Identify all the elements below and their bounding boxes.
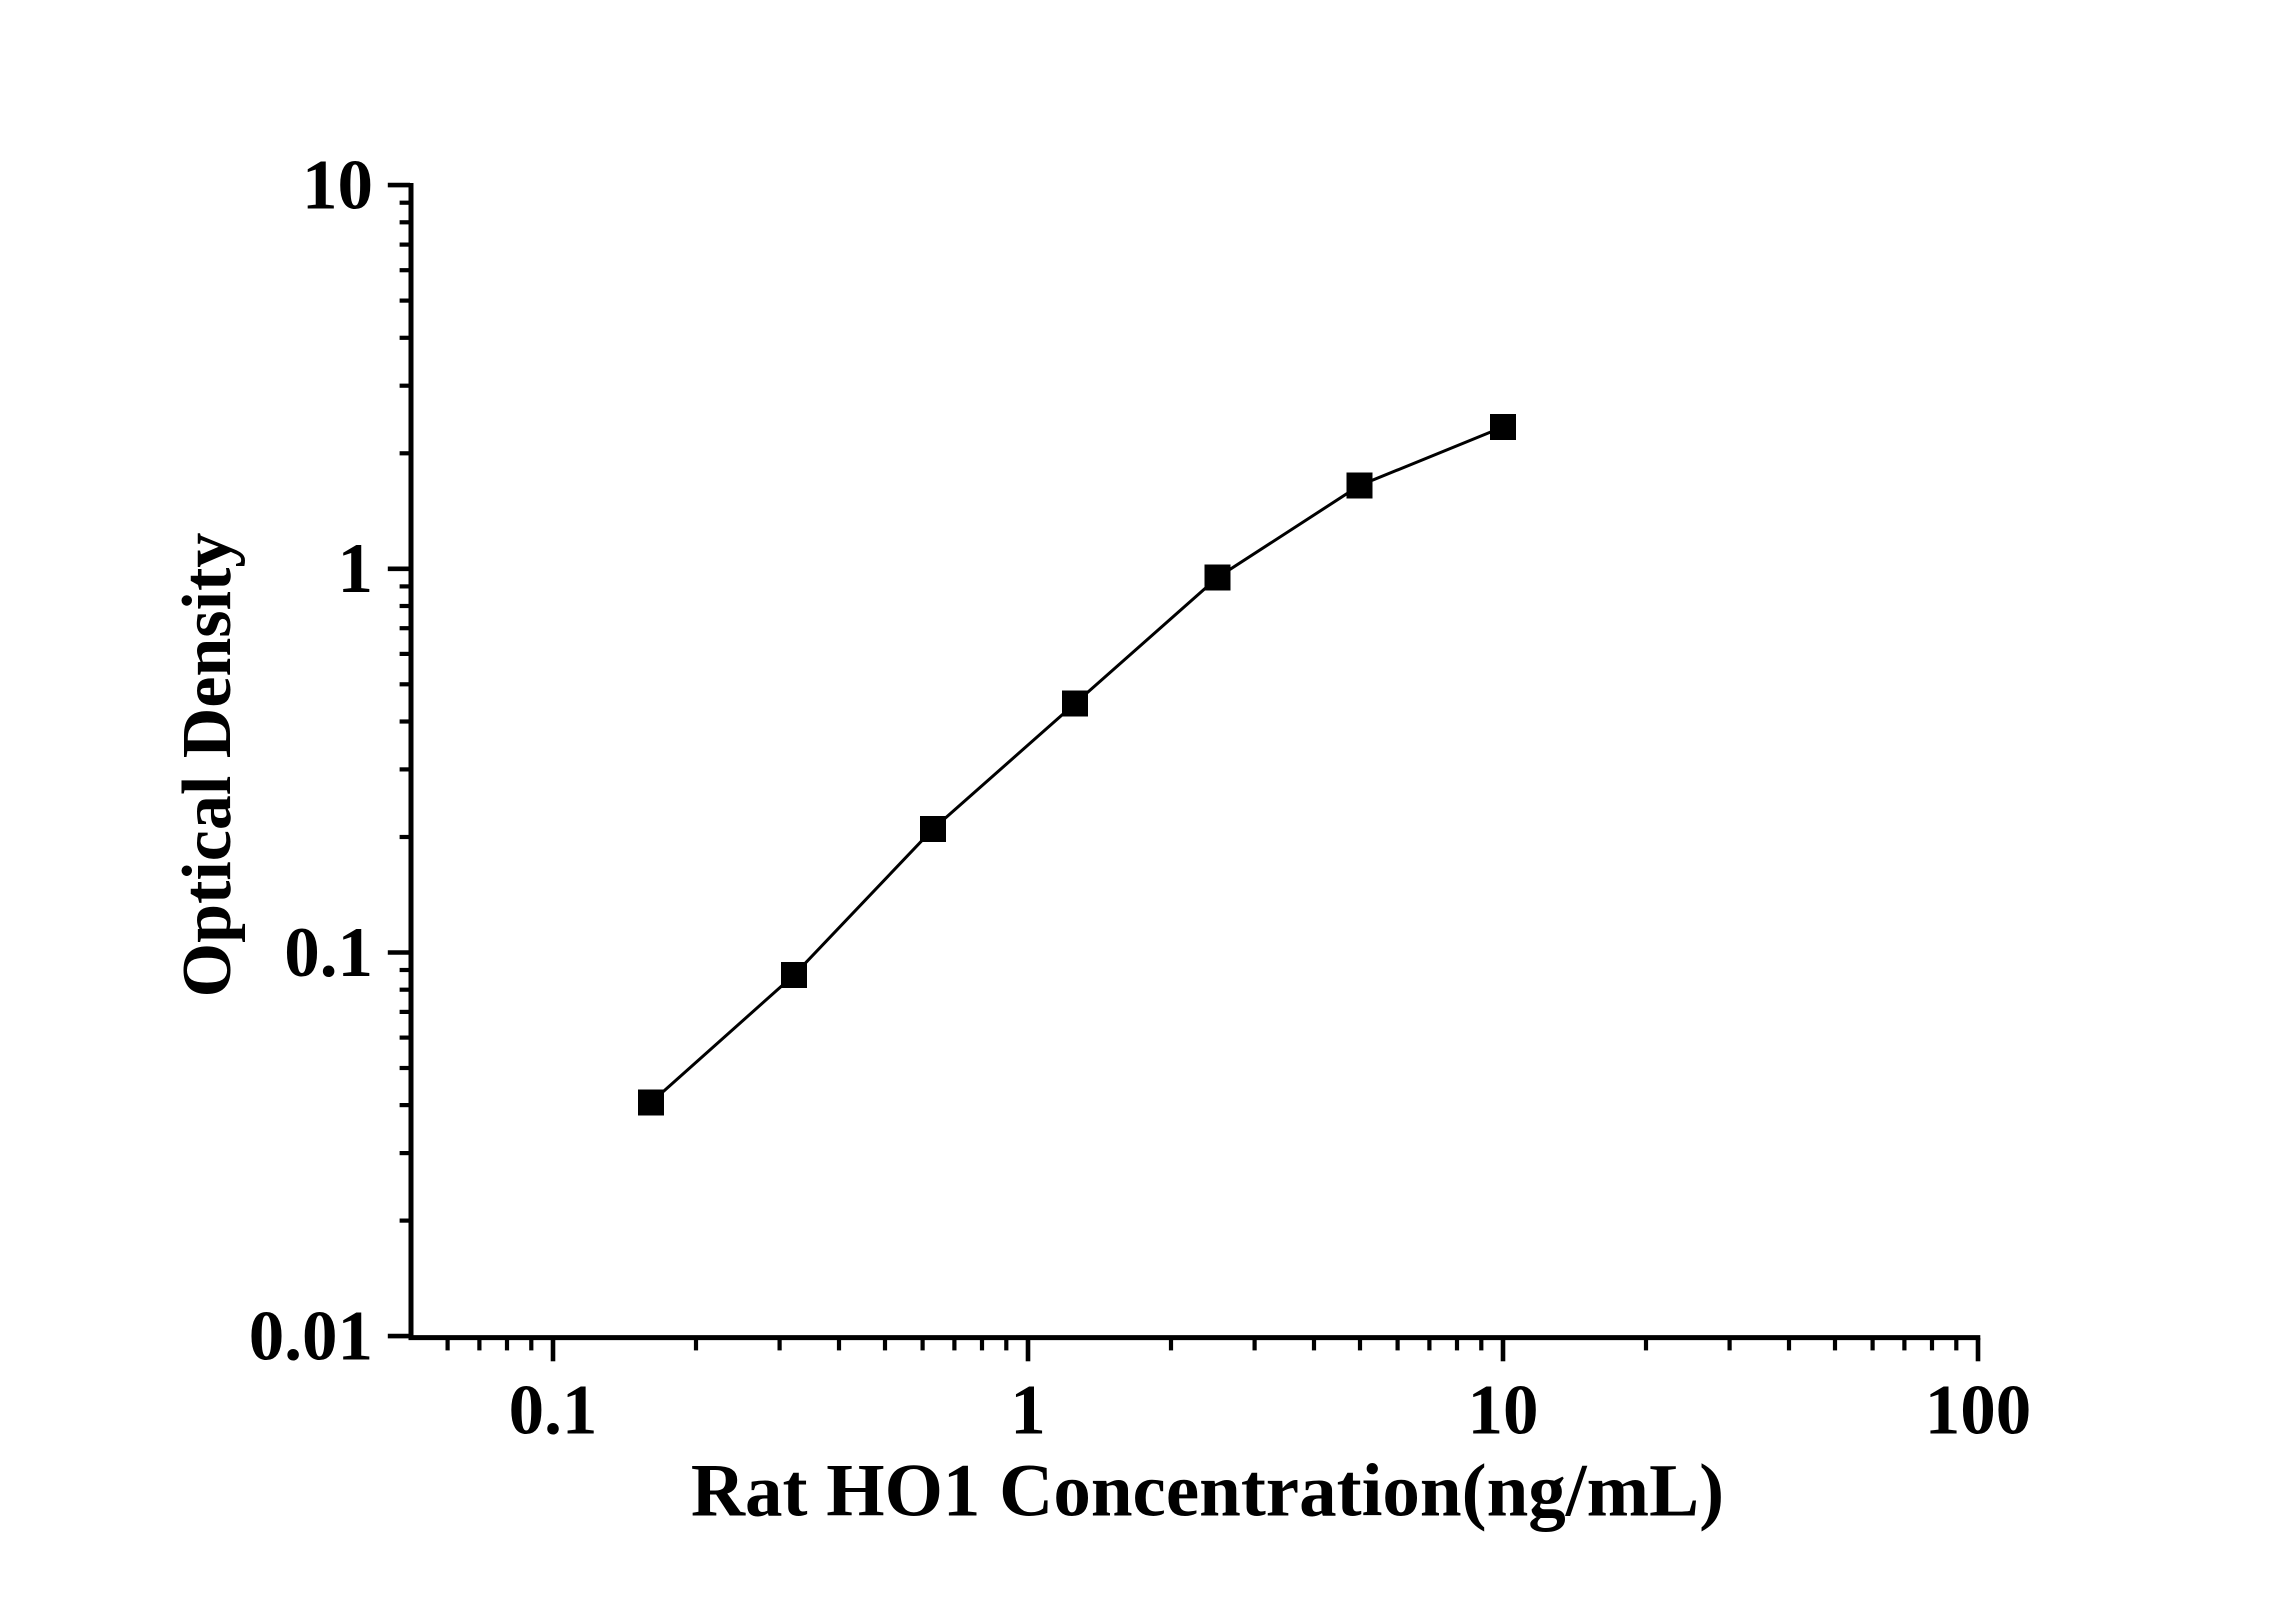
svg-text:10: 10 [302,146,373,224]
svg-text:1: 1 [1010,1372,1046,1450]
svg-text:0.1: 0.1 [284,914,373,992]
svg-text:10: 10 [1468,1372,1539,1450]
svg-text:Rat HO1 Concentration(ng/mL): Rat HO1 Concentration(ng/mL) [691,1450,1724,1533]
svg-text:0.1: 0.1 [509,1372,598,1450]
svg-text:Optical Density: Optical Density [169,533,246,998]
svg-text:0.01: 0.01 [249,1297,373,1375]
svg-text:100: 100 [1925,1372,2032,1450]
svg-text:1: 1 [338,530,374,608]
